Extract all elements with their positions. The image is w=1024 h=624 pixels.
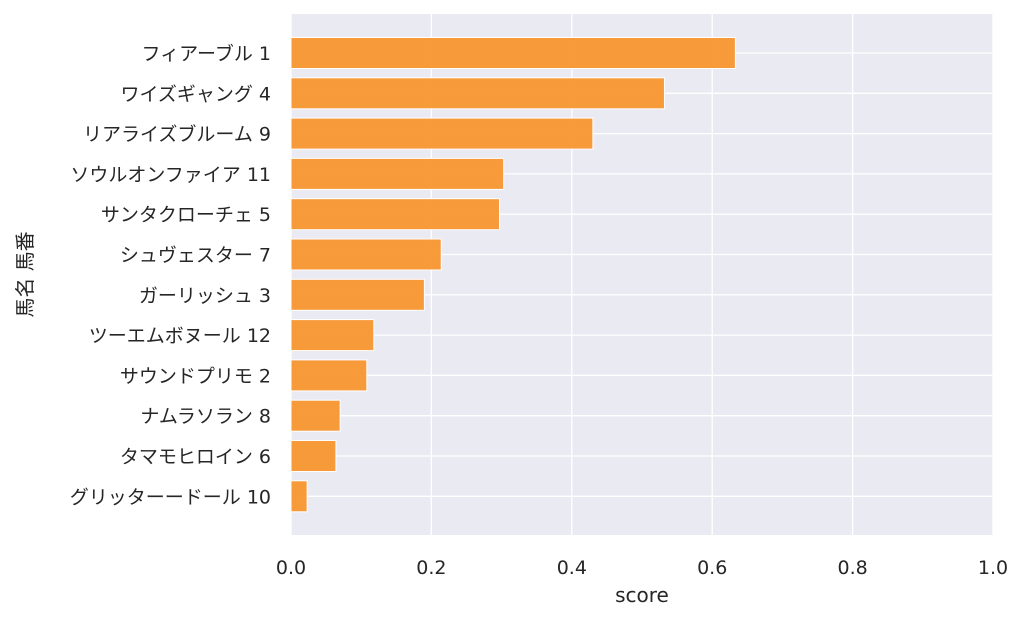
y-tick-label: シュヴェスター 7 bbox=[120, 245, 271, 267]
x-tick-label: 0.2 bbox=[416, 557, 446, 579]
bar bbox=[290, 117, 594, 150]
x-tick-label: 0.0 bbox=[276, 557, 306, 579]
x-tick-label: 0.8 bbox=[837, 557, 867, 579]
bar bbox=[290, 440, 337, 472]
x-axis-label: score bbox=[615, 583, 669, 607]
y-tick-label: フィアーブル 1 bbox=[142, 42, 271, 65]
y-tick-labels: フィアーブル 1 ワイズギャング 4 リアライズブルーム 9 ソウルオンファイア 11… bbox=[70, 42, 271, 508]
y-tick-label: サンタクローチェ 5 bbox=[101, 204, 271, 226]
x-tick-label: 0.4 bbox=[557, 557, 587, 579]
y-tick-label: ソウルオンファイア 11 bbox=[70, 164, 271, 186]
y-tick-label: ガーリッシュ 3 bbox=[139, 285, 271, 307]
bar bbox=[290, 198, 500, 231]
bars bbox=[290, 37, 736, 513]
bar bbox=[290, 319, 375, 352]
bar bbox=[290, 480, 308, 513]
bar bbox=[290, 359, 368, 392]
y-tick-label: ツーエムボヌール 12 bbox=[89, 325, 271, 347]
x-tick-label: 1.0 bbox=[978, 557, 1008, 579]
x-tick-labels: 0.0 0.2 0.4 0.6 0.8 1.0 bbox=[276, 557, 1008, 579]
bar bbox=[290, 77, 665, 110]
bar bbox=[290, 278, 425, 311]
y-tick-label: ナムラソラン 8 bbox=[140, 406, 271, 428]
y-tick-label: リアライズブルーム 9 bbox=[83, 123, 271, 146]
y-tick-label: サウンドプリモ 2 bbox=[120, 365, 271, 387]
bar bbox=[290, 238, 442, 271]
bar bbox=[290, 157, 505, 190]
x-tick-label: 0.6 bbox=[697, 557, 727, 579]
bar bbox=[290, 399, 341, 432]
y-tick-label: タマモヒロイン 6 bbox=[120, 446, 271, 468]
y-axis-label: 馬名 馬番 bbox=[13, 231, 37, 317]
y-tick-label: ワイズギャング 4 bbox=[120, 83, 271, 105]
y-tick-label: グリッターードール 10 bbox=[70, 486, 271, 508]
bar bbox=[290, 37, 736, 69]
